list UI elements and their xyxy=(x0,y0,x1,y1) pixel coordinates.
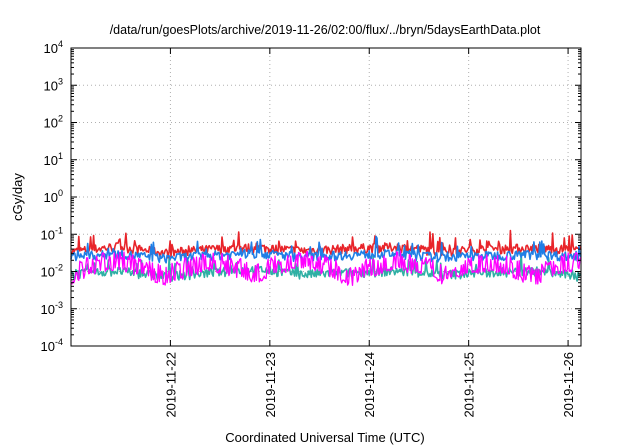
x-axis: 2019-11-22 2019-11-23 2019-11-24 2019-11-25… xyxy=(163,48,576,418)
x-tick-label: 2019-11-23 xyxy=(263,352,278,418)
y-tick-label: 10-2 xyxy=(41,263,63,280)
y-axis-label: cGy/day xyxy=(10,173,25,221)
x-tick-label: 2019-11-25 xyxy=(462,352,477,418)
y-tick-label: 10-1 xyxy=(41,225,63,242)
series-line-3 xyxy=(70,235,582,264)
chart-title: /data/run/goesPlots/archive/2019-11-26/0… xyxy=(110,23,541,37)
series-line-2 xyxy=(70,252,582,282)
y-tick-label: 101 xyxy=(44,151,63,168)
y-tick-label: 104 xyxy=(44,39,63,56)
series-lines xyxy=(70,229,582,286)
grid-lines xyxy=(71,48,581,346)
y-tick-label: 10-3 xyxy=(41,300,63,317)
y-tick-label: 100 xyxy=(44,188,63,205)
x-tick-label: 2019-11-26 xyxy=(561,352,576,418)
x-axis-label: Coordinated Universal Time (UTC) xyxy=(225,430,424,445)
y-tick-label: 102 xyxy=(44,114,63,131)
y-tick-label: 10-4 xyxy=(41,337,63,354)
x-tick-label: 2019-11-24 xyxy=(362,352,377,418)
series-line-4 xyxy=(70,250,582,286)
x-tick-label: 2019-11-22 xyxy=(163,352,178,418)
y-tick-label: 103 xyxy=(44,76,63,93)
y-axis: 10-4 10-3 10-2 10-1 100 101 102 103 104 xyxy=(41,39,581,354)
